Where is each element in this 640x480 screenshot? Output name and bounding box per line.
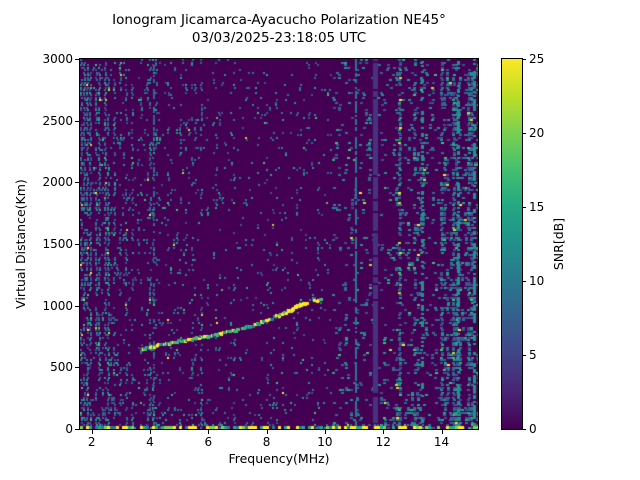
y-tick-label: 2000 <box>42 175 73 190</box>
colorbar-tick-mark <box>522 133 526 134</box>
x-tick-label: 12 <box>375 435 391 449</box>
x-tick-mark <box>383 430 385 434</box>
x-tick-label: 6 <box>204 435 213 449</box>
y-tick-mark <box>75 429 79 430</box>
x-tick-label: 14 <box>433 435 450 449</box>
y-tick-label: 2500 <box>42 113 73 128</box>
colorbar-tick-label: 15 <box>529 200 545 214</box>
colorbar-tick-label: 25 <box>529 52 545 66</box>
x-tick-label: 2 <box>87 435 96 449</box>
x-tick-mark <box>149 430 151 434</box>
colorbar-tick-mark <box>522 59 526 60</box>
x-tick-label: 8 <box>262 435 271 449</box>
x-axis-label: Frequency(MHz) <box>228 451 330 466</box>
y-tick-mark <box>75 367 79 369</box>
colorbar-tick-mark <box>522 429 526 430</box>
colorbar-tick-label: 20 <box>529 126 545 140</box>
x-tick-label: 10 <box>317 435 333 449</box>
y-tick-label: 0 <box>65 422 73 436</box>
colorbar-tick-mark <box>522 281 526 282</box>
colorbar-tick-label: 10 <box>529 274 545 288</box>
colorbar-tick-mark <box>522 355 526 356</box>
y-axis-label: Virtual Distance(Km) <box>13 179 28 309</box>
y-tick-mark <box>75 59 79 60</box>
y-tick-label: 1000 <box>42 298 73 313</box>
y-tick-mark <box>75 120 79 122</box>
y-tick-label: 500 <box>50 360 73 375</box>
x-tick-mark <box>324 430 326 434</box>
chart-title: Ionogram Jicamarca-Ayacucho Polarization… <box>112 12 446 28</box>
x-tick-mark <box>266 430 268 434</box>
y-tick-mark <box>75 244 79 245</box>
x-tick-mark <box>441 430 443 434</box>
y-tick-mark <box>75 182 79 184</box>
colorbar-tick-mark <box>522 207 526 208</box>
x-tick-mark <box>91 430 93 434</box>
colorbar-tick-label: 0 <box>529 422 537 436</box>
colorbar-label: SNR[dB] <box>551 217 566 271</box>
x-tick-mark <box>208 430 210 434</box>
y-tick-label: 3000 <box>42 52 73 66</box>
y-tick-mark <box>75 305 79 307</box>
heatmap-canvas <box>80 59 478 429</box>
x-tick-label: 4 <box>146 435 154 449</box>
colorbar-tick-label: 5 <box>529 348 537 362</box>
y-tick-label: 1500 <box>42 237 73 251</box>
chart-subtitle: 03/03/2025-23:18:05 UTC <box>191 30 367 46</box>
colorbar <box>501 58 523 430</box>
colorbar-gradient-canvas <box>502 59 522 429</box>
plot-area <box>79 58 479 430</box>
